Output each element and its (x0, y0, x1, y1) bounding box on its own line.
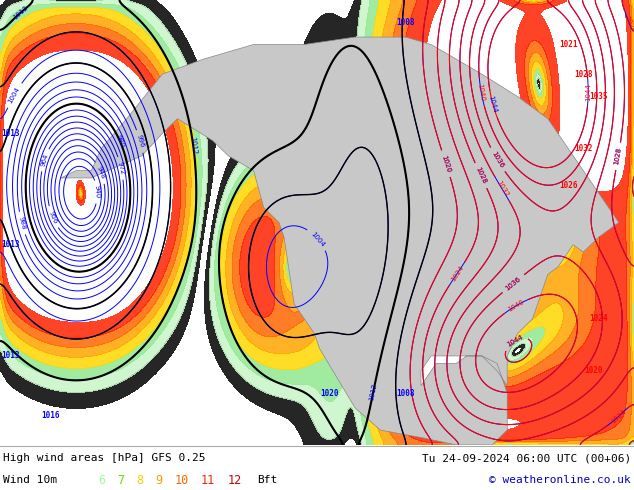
Text: 1035: 1035 (589, 92, 608, 101)
Text: 1021: 1021 (559, 40, 578, 49)
Text: 10: 10 (174, 473, 188, 487)
Text: 1012: 1012 (189, 137, 197, 155)
Text: 1020: 1020 (441, 154, 451, 173)
Text: 956: 956 (48, 210, 58, 224)
Text: 1040: 1040 (477, 83, 486, 101)
Text: 940: 940 (94, 185, 101, 199)
Text: 1026: 1026 (559, 181, 578, 190)
Text: 1024: 1024 (589, 315, 608, 323)
Text: 1024: 1024 (450, 265, 464, 283)
Text: © weatheronline.co.uk: © weatheronline.co.uk (489, 475, 631, 485)
Text: 1016: 1016 (41, 411, 60, 420)
Text: 1036: 1036 (505, 275, 522, 292)
Text: 1028: 1028 (574, 70, 593, 79)
Text: 1013: 1013 (1, 129, 20, 138)
Text: 964: 964 (39, 153, 49, 167)
Text: 1012: 1012 (368, 382, 378, 401)
Text: 1028: 1028 (614, 147, 623, 166)
Text: 1044: 1044 (505, 334, 524, 348)
Text: 1044: 1044 (585, 83, 592, 101)
Text: 1013: 1013 (1, 240, 20, 249)
Text: 1028: 1028 (614, 147, 623, 166)
Text: 1036: 1036 (490, 150, 505, 169)
Text: 6: 6 (98, 473, 105, 487)
Text: 1024: 1024 (623, 15, 634, 33)
Text: 11: 11 (201, 473, 215, 487)
Text: 1032: 1032 (574, 144, 593, 153)
Text: 1044: 1044 (505, 334, 524, 348)
Text: 1044: 1044 (488, 95, 498, 114)
Text: 9: 9 (155, 473, 162, 487)
Text: 1008: 1008 (396, 389, 415, 397)
Polygon shape (61, 37, 619, 445)
Text: 1004: 1004 (8, 86, 22, 104)
Text: 1012: 1012 (12, 4, 29, 21)
Text: Wind 10m: Wind 10m (3, 475, 57, 485)
Text: 12: 12 (228, 473, 242, 487)
Text: 1032: 1032 (495, 180, 509, 198)
Text: 980: 980 (115, 134, 126, 149)
Text: 1004: 1004 (309, 230, 326, 247)
Text: 1036: 1036 (490, 150, 505, 169)
Text: 1024: 1024 (609, 409, 627, 425)
Text: 1020: 1020 (320, 389, 339, 397)
Text: 1036: 1036 (505, 275, 522, 292)
Text: 1020: 1020 (584, 366, 603, 375)
Text: 972: 972 (117, 161, 126, 175)
Text: 996: 996 (136, 134, 145, 148)
Text: 1040: 1040 (507, 298, 526, 313)
Text: 1020: 1020 (441, 154, 451, 173)
Text: Tu 24-09-2024 06:00 UTC (00+06): Tu 24-09-2024 06:00 UTC (00+06) (422, 453, 631, 463)
Text: Bft: Bft (257, 475, 278, 485)
Text: 988: 988 (17, 216, 27, 230)
Text: 1008: 1008 (396, 18, 415, 27)
Text: 1028: 1028 (474, 166, 488, 185)
Text: High wind areas [hPa] GFS 0.25: High wind areas [hPa] GFS 0.25 (3, 453, 205, 463)
Text: 7: 7 (117, 473, 124, 487)
Text: 1013: 1013 (1, 351, 20, 361)
Text: 948: 948 (96, 165, 107, 180)
Text: 8: 8 (136, 473, 143, 487)
Text: 1028: 1028 (474, 166, 488, 185)
